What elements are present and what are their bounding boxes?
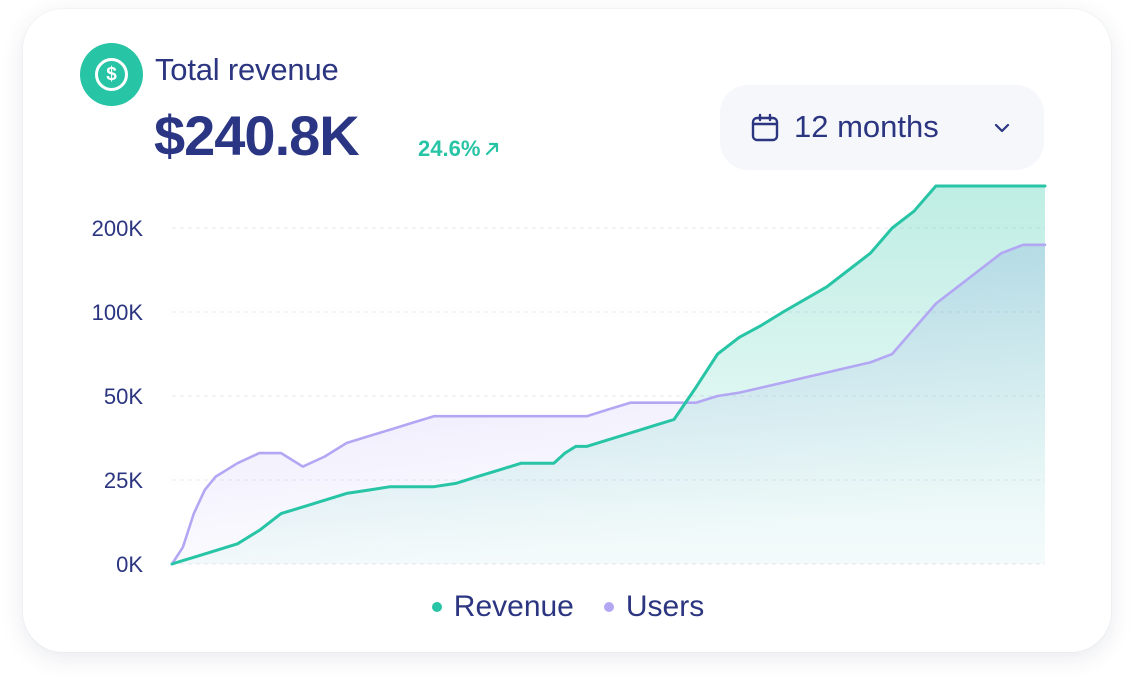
card-title: Total revenue <box>155 52 339 87</box>
legend-users-label: Users <box>625 590 705 623</box>
y-tick-label: 0K <box>116 552 143 577</box>
legend-users: Users <box>603 590 705 624</box>
y-tick-label: 50K <box>104 384 143 409</box>
calendar-icon <box>751 113 779 142</box>
arrow-up-right-icon <box>486 142 499 156</box>
period-dropdown[interactable]: 12 months <box>720 85 1044 170</box>
users-line <box>170 243 1047 566</box>
change-percent: 24.6% <box>418 136 481 161</box>
legend-revenue: Revenue <box>431 590 574 624</box>
period-label: 12 months <box>794 109 939 144</box>
y-tick-label: 100K <box>92 300 144 325</box>
change-badge: 24.6% <box>418 136 502 162</box>
y-tick-label: 200K <box>92 216 144 241</box>
chart-legend: Revenue Users <box>0 590 1136 624</box>
dollar-badge: $ <box>80 43 143 106</box>
legend-users-dot <box>603 602 614 612</box>
legend-revenue-dot <box>431 602 442 612</box>
revenue-line <box>170 184 1047 566</box>
y-tick-label: 25K <box>104 468 143 493</box>
chevron-down-icon <box>994 123 1010 133</box>
revenue-area <box>172 186 1045 564</box>
total-revenue-value: $240.8K <box>154 104 360 167</box>
dollar-icon: $ <box>95 58 128 91</box>
legend-revenue-label: Revenue <box>453 590 574 623</box>
